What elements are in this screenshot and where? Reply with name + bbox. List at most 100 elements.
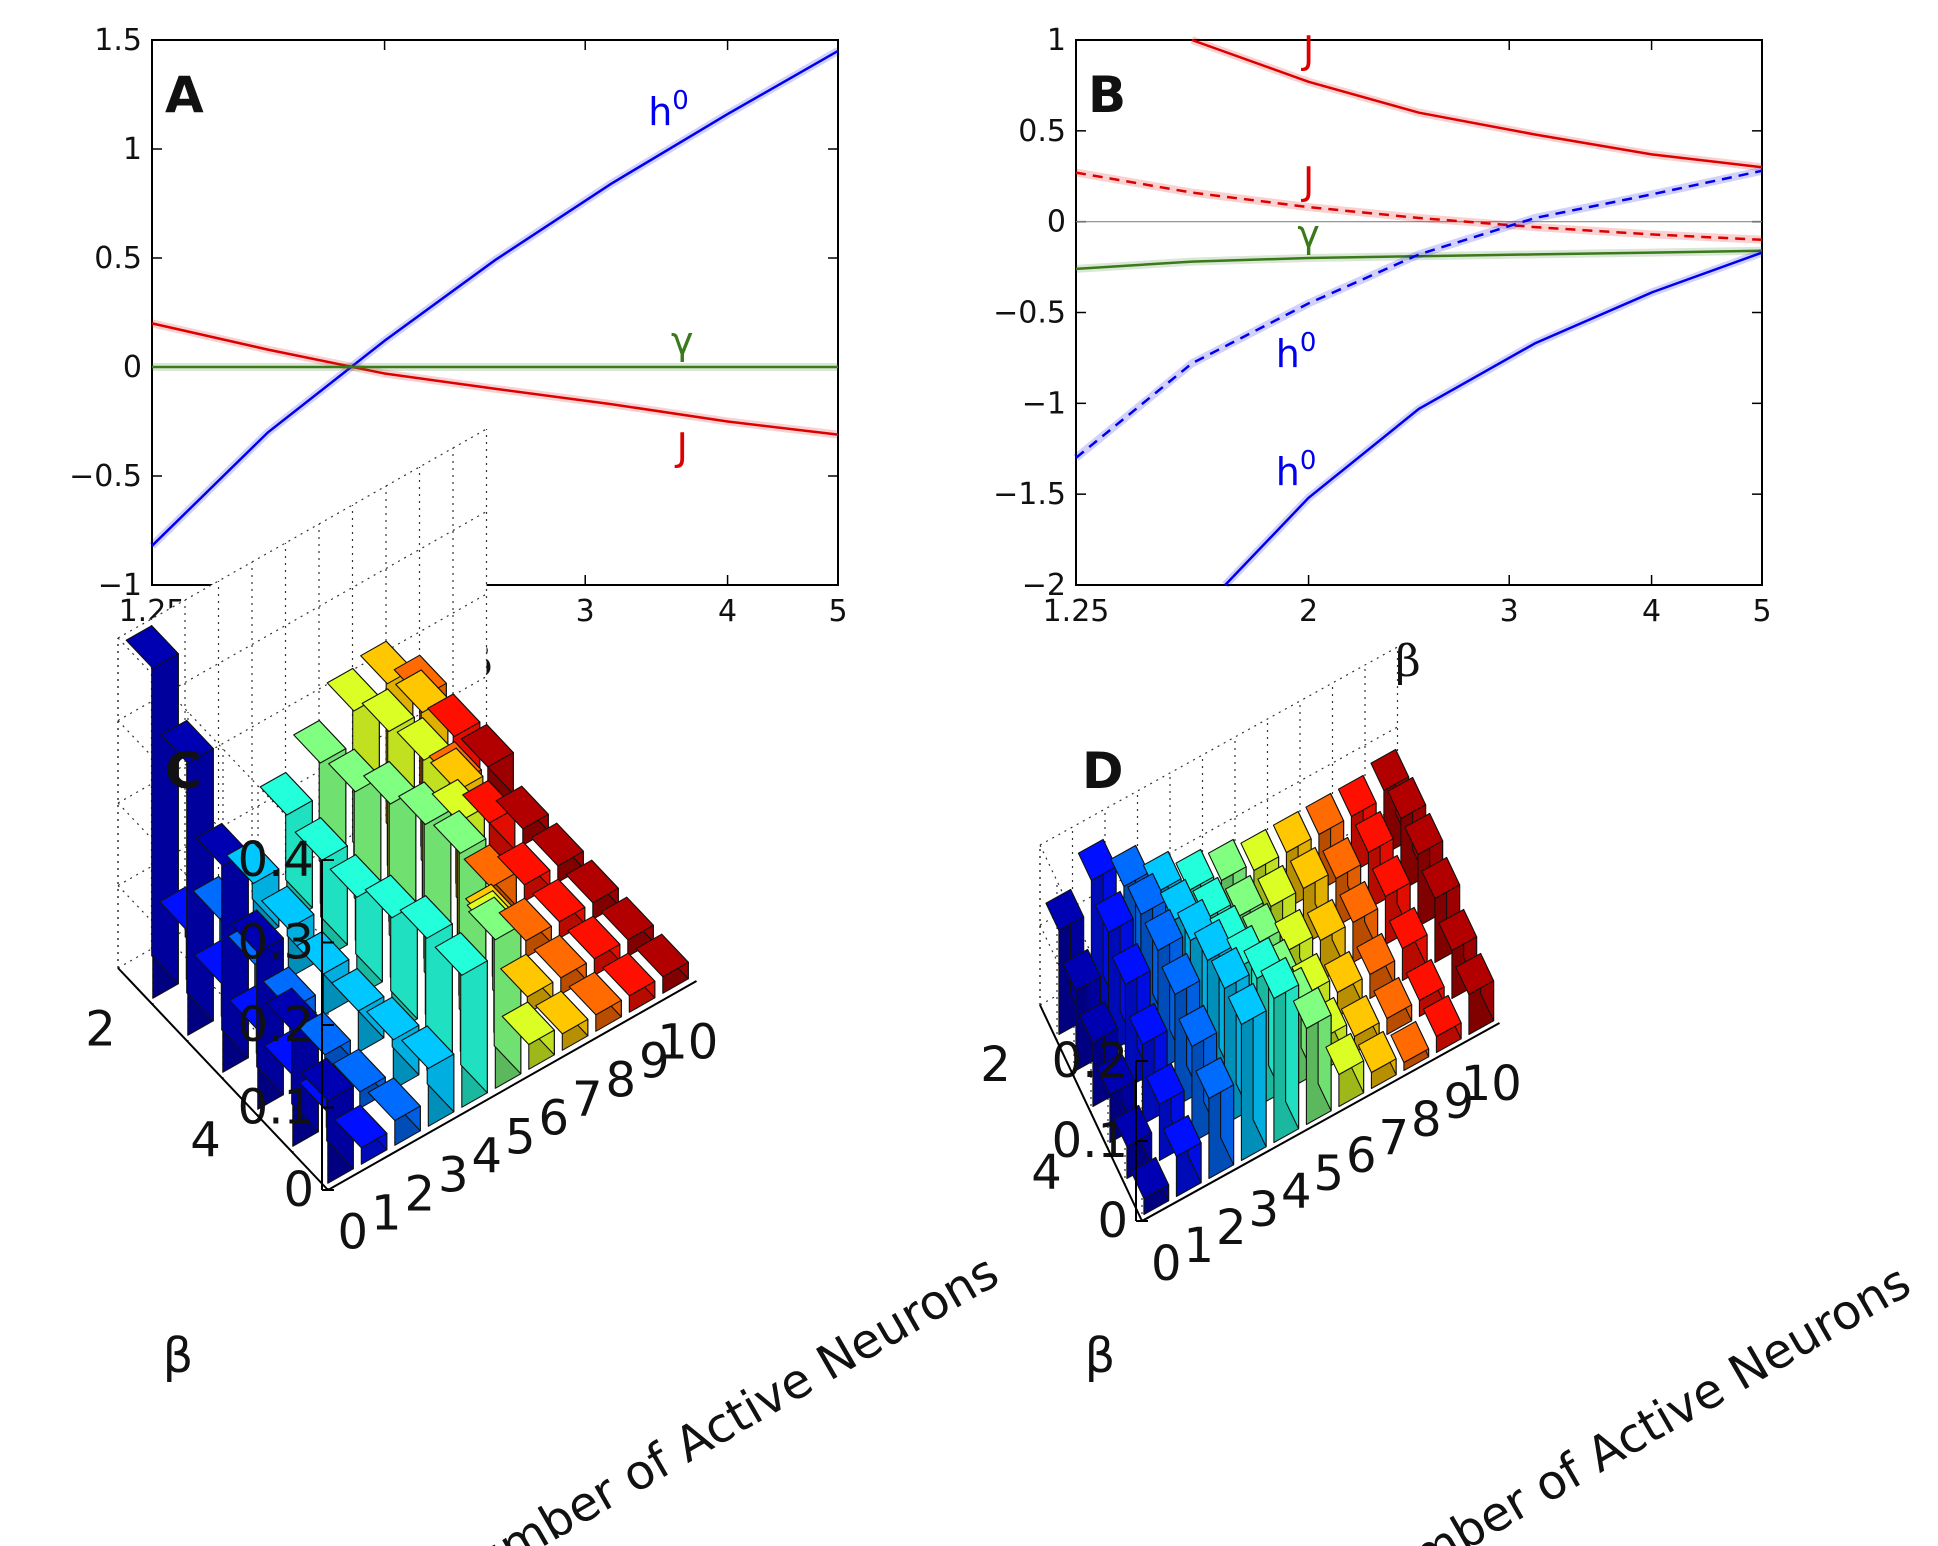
curve-label-sup: 0 bbox=[1300, 328, 1317, 358]
bar-top-face bbox=[1337, 774, 1377, 818]
curve-label-text: h bbox=[648, 90, 672, 134]
y-tick-label: −1 bbox=[98, 568, 142, 603]
x-tick-label: 4 bbox=[718, 594, 737, 629]
bar-top-face bbox=[1357, 1030, 1397, 1074]
bar-top-face bbox=[1289, 846, 1329, 890]
bar-top-face bbox=[1305, 792, 1345, 836]
y-tick-label: −1 bbox=[1022, 386, 1066, 421]
bar-top-face bbox=[1405, 958, 1445, 1002]
bar-top-face bbox=[1257, 864, 1297, 908]
x-tick-label: 3 bbox=[1248, 1182, 1279, 1238]
bar-top-face bbox=[497, 841, 551, 886]
bar bbox=[1373, 976, 1413, 1036]
bar-top-face bbox=[1292, 986, 1332, 1030]
bar-top-face bbox=[1062, 948, 1102, 992]
bar-top-face bbox=[1178, 1004, 1218, 1048]
beta-axis-title: β bbox=[163, 1328, 194, 1384]
x-tick-label: 7 bbox=[1378, 1110, 1409, 1166]
y-tick-label: 4 bbox=[190, 1113, 221, 1169]
y-tick-label: −0.5 bbox=[69, 459, 142, 494]
bar-top-face bbox=[294, 817, 348, 861]
bar-top-face bbox=[361, 688, 415, 733]
bar-top-face bbox=[1370, 748, 1410, 792]
x-tick-label: 9 bbox=[639, 1034, 670, 1090]
curve-label-text: J bbox=[1301, 159, 1314, 203]
bar bbox=[1227, 982, 1267, 1162]
bar-top-face bbox=[401, 1025, 455, 1070]
bar-top-face bbox=[1195, 1056, 1235, 1100]
bar-top-face bbox=[160, 719, 214, 764]
bar bbox=[401, 1025, 455, 1127]
x-tick-label: 1.25 bbox=[1043, 594, 1110, 629]
bar-top-face bbox=[366, 996, 420, 1041]
z-tick-label: 0.4 bbox=[238, 832, 314, 888]
bar-top-face bbox=[1162, 1114, 1202, 1158]
x-tick-label: 5 bbox=[1313, 1146, 1344, 1202]
x-tick-label: 5 bbox=[1752, 594, 1771, 629]
bar bbox=[530, 822, 584, 883]
bar-top-face bbox=[533, 934, 587, 979]
bar-top-face bbox=[1387, 776, 1427, 820]
bar-top-face bbox=[1356, 932, 1396, 976]
bar-top-face bbox=[1422, 994, 1462, 1038]
series-band bbox=[1073, 166, 1763, 461]
x-tick-label: 3 bbox=[1500, 594, 1519, 629]
bar-top-face bbox=[1207, 838, 1247, 882]
bar-top-face bbox=[1306, 898, 1346, 942]
bar-top-face bbox=[261, 885, 315, 930]
neurons-axis-title: Number of Active Neurons bbox=[432, 1244, 1008, 1546]
bar bbox=[500, 953, 554, 1014]
curve-label-text: h bbox=[1276, 332, 1300, 376]
y-tick-label: −1.5 bbox=[993, 477, 1066, 512]
panel-b-xlabel: β bbox=[1395, 636, 1420, 687]
z-tick-label: 0 bbox=[283, 1162, 314, 1218]
bar-top-face bbox=[498, 897, 552, 942]
wall-grid-line bbox=[1039, 726, 1398, 926]
bar bbox=[334, 1104, 388, 1165]
curve-label: J bbox=[1301, 159, 1314, 203]
bar-top-face bbox=[1373, 976, 1413, 1020]
panel-b-plot-area bbox=[1075, 39, 1763, 586]
neurons-axis-title: Number of Active Neurons bbox=[1344, 1254, 1920, 1546]
bar-side-face bbox=[151, 625, 179, 985]
series-line bbox=[1075, 171, 1763, 242]
bar bbox=[1356, 932, 1396, 1000]
x-tick-label: 3 bbox=[576, 594, 595, 629]
series-line bbox=[1075, 249, 1763, 271]
curve-label-sup: 0 bbox=[1300, 446, 1317, 476]
panel-b-letter: B bbox=[1088, 66, 1126, 124]
y-tick-label: −2 bbox=[1022, 568, 1066, 603]
bar bbox=[1292, 986, 1332, 1126]
bar-top-face bbox=[259, 771, 313, 816]
bar-top-face bbox=[568, 971, 622, 1016]
x-tick-label: 2 bbox=[1299, 594, 1318, 629]
curve-label: J bbox=[1301, 29, 1314, 73]
x-tick-label: 1 bbox=[1183, 1218, 1214, 1274]
bar-top-face bbox=[1079, 1000, 1119, 1044]
x-tick-label: 4 bbox=[1281, 1164, 1312, 1220]
beta-axis-line bbox=[1039, 1004, 1143, 1222]
bar-top-face bbox=[297, 1011, 351, 1056]
bar-top-face bbox=[460, 723, 514, 768]
bar-top-face bbox=[500, 953, 554, 998]
x-tick-label: 8 bbox=[1411, 1092, 1442, 1148]
bar-top-face bbox=[1210, 946, 1250, 990]
bar bbox=[434, 932, 488, 1108]
x-tick-label: 2 bbox=[1216, 1200, 1247, 1256]
bar bbox=[1390, 1020, 1430, 1072]
neurons-axis-line bbox=[1141, 1022, 1500, 1222]
bar bbox=[1340, 994, 1380, 1054]
bar-top-face bbox=[495, 785, 549, 830]
beta-axis-line bbox=[117, 967, 329, 1191]
series-line bbox=[1224, 251, 1763, 586]
x-tick-label: 5 bbox=[828, 594, 847, 629]
bar-top-face bbox=[1421, 856, 1461, 900]
curve-label-text: J bbox=[675, 426, 688, 470]
bar-top-face bbox=[332, 1048, 386, 1093]
bar bbox=[501, 1001, 555, 1070]
wall-grid-line bbox=[117, 428, 487, 639]
bar-top-face bbox=[434, 932, 488, 976]
bar-top-face bbox=[1404, 812, 1444, 856]
z-tick-label: 0.3 bbox=[238, 915, 314, 971]
